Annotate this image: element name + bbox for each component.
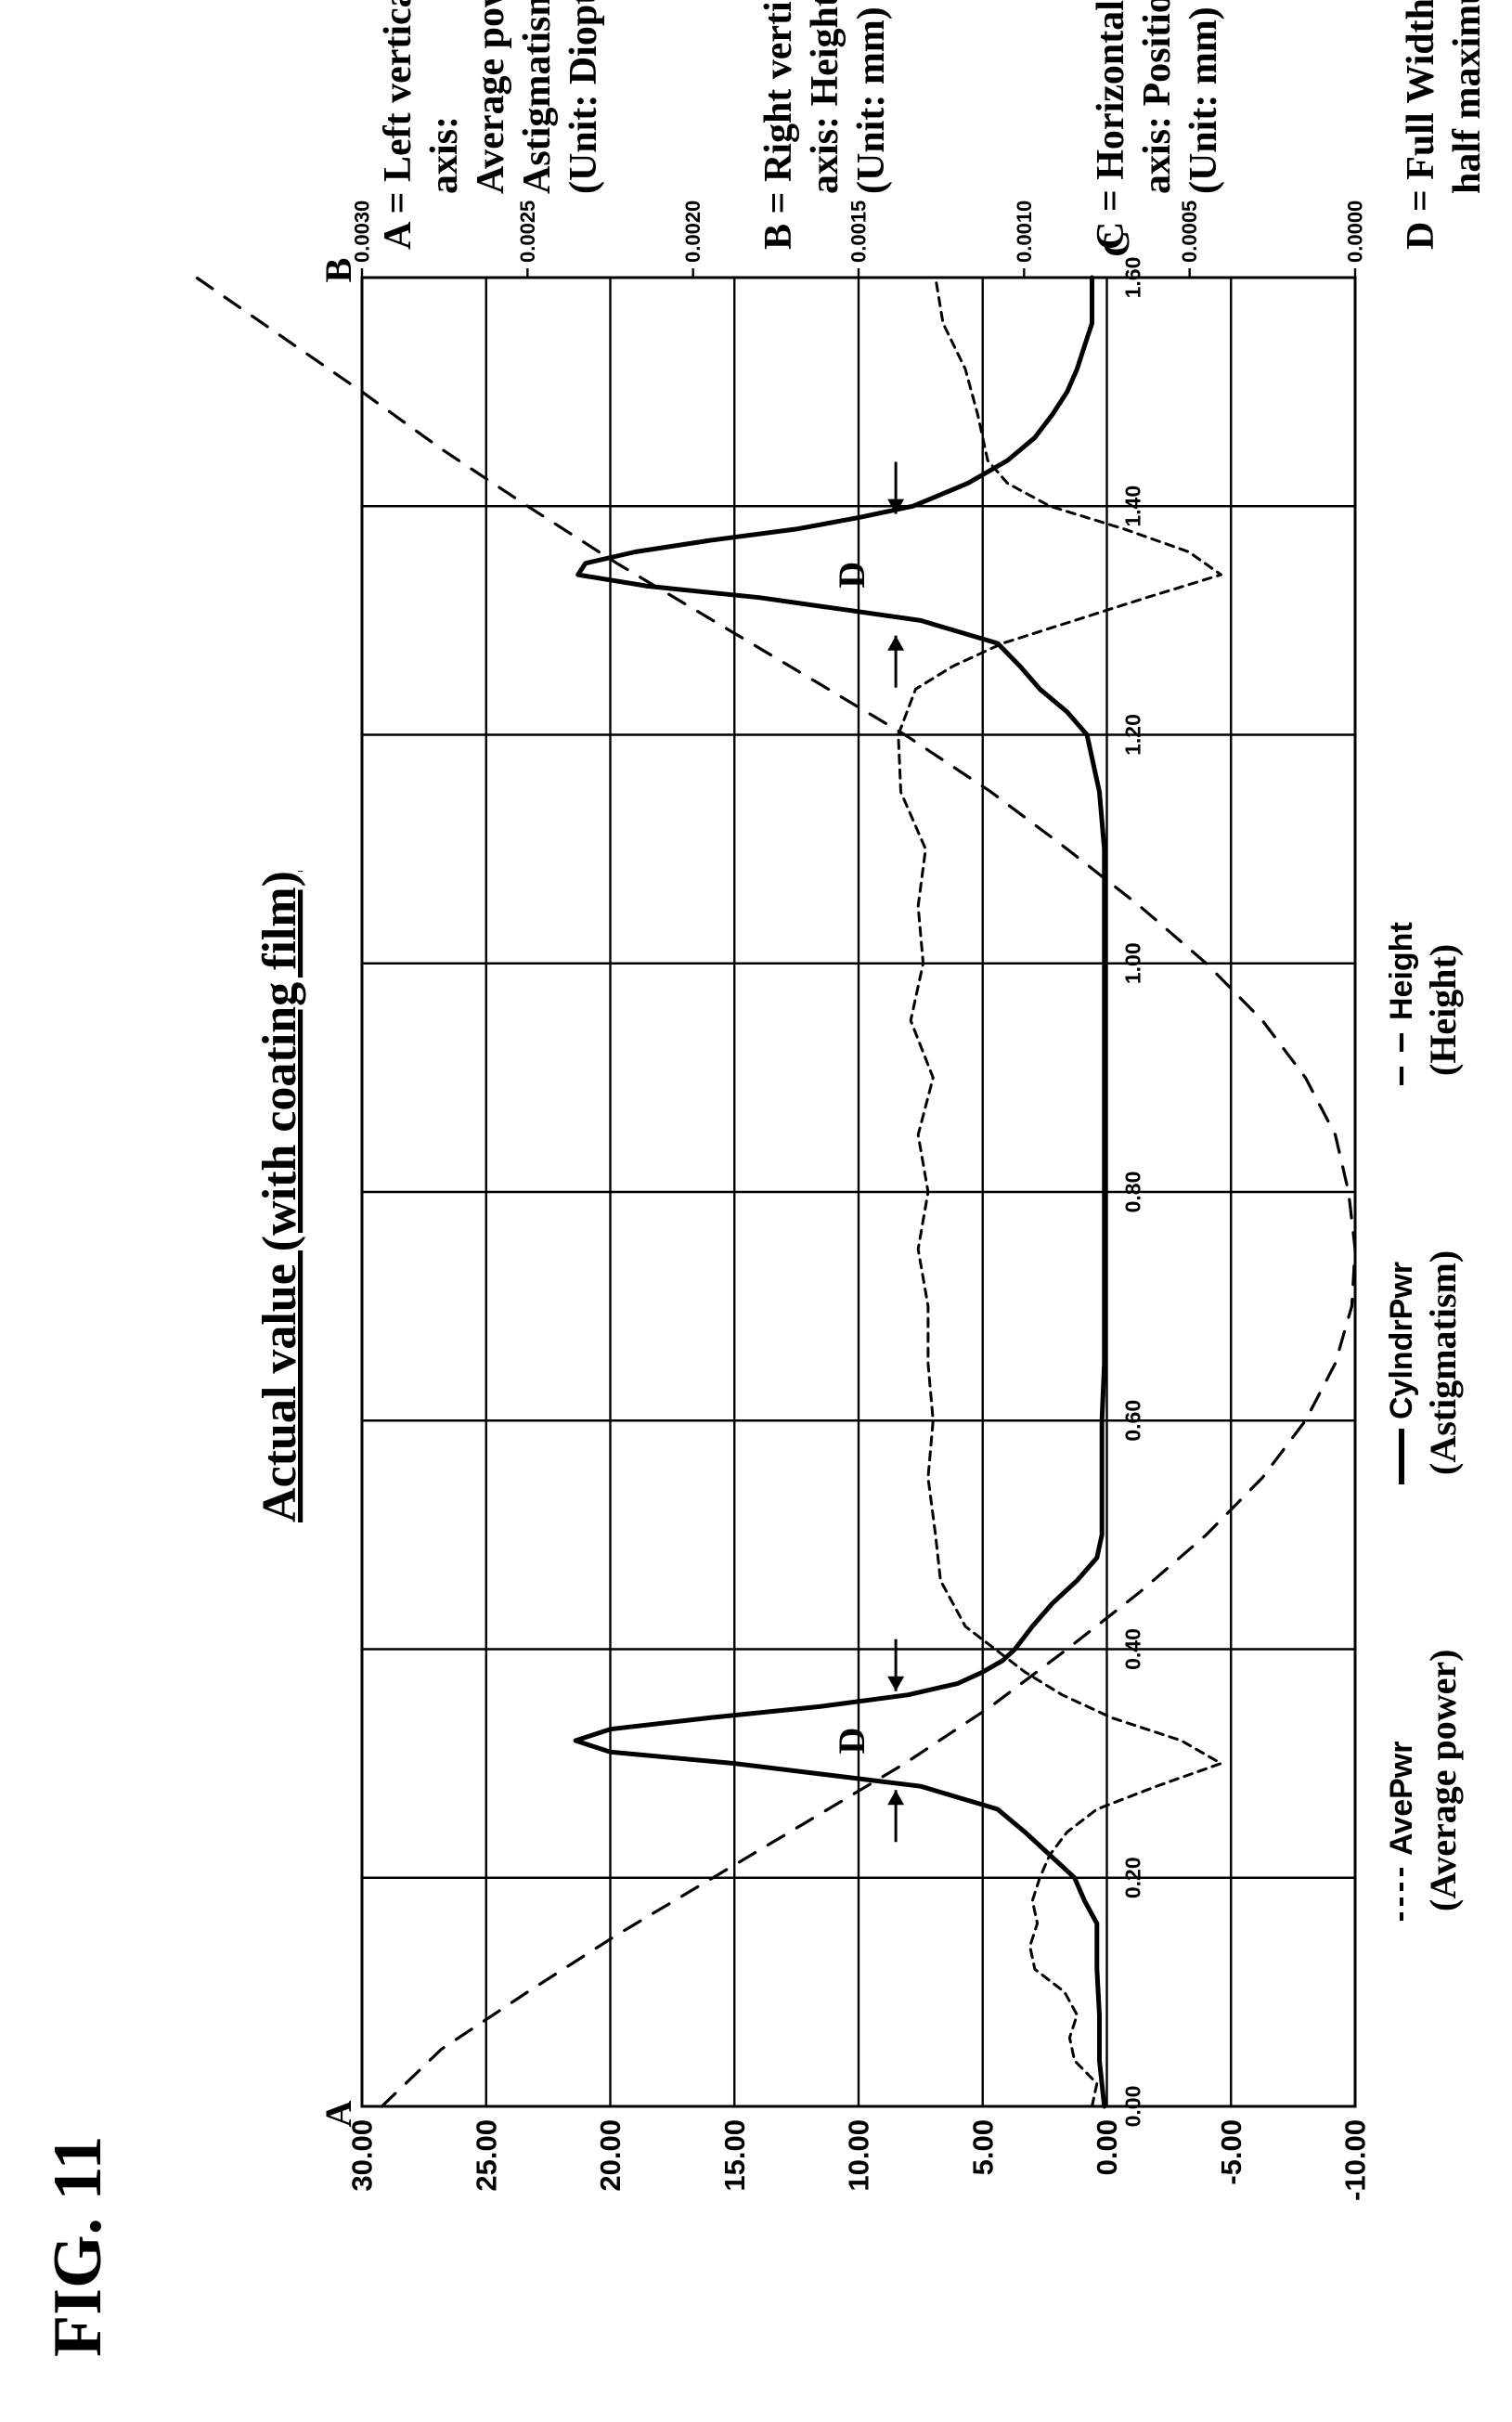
plot-series [195, 275, 1357, 2109]
chart-title: Actual value (with coating film) [253, 871, 306, 1522]
x-tick-label: 0.80 [1121, 1172, 1145, 1213]
fwhm-arrowhead-right [887, 1676, 905, 1691]
key-note-a: A = Left vertical axis: Average power, Asti… [377, 0, 605, 250]
series-height [195, 276, 1357, 2108]
key-note-line: (Unit: mm) [850, 6, 893, 194]
right-tick-label: 0.0010 [1013, 201, 1036, 263]
fwhm-annotations: DD [831, 461, 905, 1843]
key-note-line: (Unit: mm) [1182, 6, 1225, 194]
right-axis-marker: B [317, 258, 359, 283]
key-note-c: C = Horizontal axis: Position (Unit: mm) [1090, 0, 1225, 250]
left-tick-label: 20.00 [594, 2119, 627, 2192]
figure-label: FIG. 11 [40, 2136, 116, 2357]
key-note-line: C = Horizontal [1090, 0, 1132, 250]
left-tick-label: 30.00 [346, 2119, 379, 2192]
x-tick-label: 0.00 [1121, 2086, 1145, 2128]
key-note-d: D = Full Width at half maximum [1400, 0, 1489, 250]
x-tick-label: 1.40 [1121, 486, 1145, 527]
axis-ticks: -10.00 -5.00 0.00 5.00 10.00 15.00 20.00 25.00 3… [346, 201, 1372, 2201]
left-tick-label: 5.00 [966, 2119, 999, 2175]
legend-label: Height [1384, 922, 1419, 1020]
left-tick-label: -10.00 [1339, 2119, 1372, 2201]
key-note-line: axis: Position [1136, 0, 1179, 194]
key-note-line: Astigmatism [516, 0, 559, 194]
x-tick-label: 1.20 [1121, 714, 1145, 756]
legend-sublabel: (Height) [1422, 944, 1464, 1076]
legend-item-height: Height (Height) [1384, 922, 1464, 1085]
fwhm-label: D [831, 1728, 872, 1755]
legend-item-avepwr: AvePwr (Average power) [1384, 1650, 1464, 1921]
x-tick-label: 0.60 [1121, 1400, 1145, 1442]
key-note-b: B = Right vertical axis: Height (Unit: mm) [757, 0, 893, 250]
left-tick-label: 10.00 [843, 2119, 875, 2192]
fwhm-arrowhead-left [887, 635, 905, 651]
series-avepwr [897, 276, 1222, 2108]
legend-label: AvePwr [1384, 1742, 1419, 1856]
key-note-line: D = Full Width at [1400, 0, 1442, 250]
right-tick-label: 0.0025 [516, 201, 539, 263]
x-tick-label: 0.40 [1121, 1628, 1145, 1670]
key-note-line: A = Left vertical [377, 0, 420, 250]
legend-sublabel: (Astigmatism) [1422, 1250, 1464, 1475]
plot-grid [360, 276, 1357, 2108]
left-tick-label: 0.00 [1091, 2119, 1123, 2175]
chart-legend: AvePwr (Average power) CylndrPwr (Astigmati… [1384, 922, 1464, 1921]
fwhm-arrowhead-right [887, 499, 905, 514]
fwhm-label: D [831, 562, 872, 589]
right-tick-label: 0.0030 [351, 201, 374, 263]
x-tick-label: 1.00 [1121, 942, 1145, 984]
key-note-line: axis: [423, 116, 466, 194]
right-tick-label: 0.0005 [1178, 201, 1201, 263]
right-tick-label: 0.0020 [681, 201, 704, 263]
x-axis-marker: C [1095, 230, 1137, 257]
fwhm-annotation: D [831, 1638, 905, 1843]
key-note-line: Average power, [470, 0, 512, 194]
fwhm-annotation: D [831, 461, 905, 688]
legend-sublabel: (Average power) [1422, 1650, 1464, 1911]
legend-item-cylndrpwr: CylndrPwr (Astigmatism) [1384, 1250, 1464, 1484]
left-tick-label: 15.00 [718, 2119, 751, 2192]
key-note-line: axis: Height [804, 0, 846, 194]
right-tick-label: 0.0015 [847, 201, 871, 263]
key-note-line: (Unit: Diopters) [562, 0, 605, 194]
key-note-line: half maximum [1446, 0, 1489, 194]
right-tick-label: 0.0000 [1344, 201, 1367, 263]
x-tick-label: 1.60 [1121, 257, 1145, 299]
fwhm-arrowhead-left [887, 1790, 905, 1806]
legend-label: CylndrPwr [1384, 1262, 1419, 1419]
series-cylndrpwr [573, 275, 1107, 2109]
axis-markers: A B C [317, 230, 1137, 2127]
key-note-line: B = Right vertical [757, 0, 800, 250]
left-tick-label: 25.00 [470, 2119, 502, 2192]
axis-key-notes: A = Left vertical axis: Average power, Asti… [377, 0, 1489, 250]
left-axis-marker: A [317, 2100, 359, 2127]
left-tick-label: -5.00 [1215, 2119, 1247, 2185]
x-tick-label: 0.20 [1121, 1857, 1145, 1898]
